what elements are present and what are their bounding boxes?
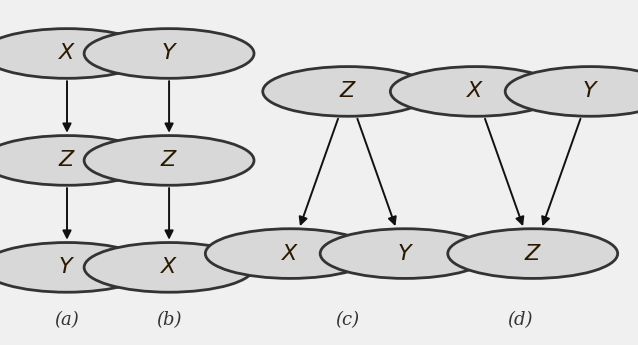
Text: $\mathit{Z}$: $\mathit{Z}$: [524, 243, 542, 265]
Text: $\mathit{Z}$: $\mathit{Z}$: [339, 80, 357, 102]
Text: $\mathit{X}$: $\mathit{X}$: [57, 42, 77, 65]
Text: $\mathit{X}$: $\mathit{X}$: [466, 80, 485, 102]
Ellipse shape: [0, 29, 152, 78]
Ellipse shape: [320, 229, 490, 278]
Text: (c): (c): [336, 312, 360, 329]
Text: $\mathit{Y}$: $\mathit{Y}$: [161, 42, 177, 65]
Text: (a): (a): [55, 312, 79, 329]
Text: (b): (b): [156, 312, 182, 329]
Ellipse shape: [205, 229, 375, 278]
Text: $\mathit{X}$: $\mathit{X}$: [160, 256, 179, 278]
Text: $\mathit{Z}$: $\mathit{Z}$: [58, 149, 76, 171]
Ellipse shape: [84, 29, 254, 78]
Text: $\mathit{Y}$: $\mathit{Y}$: [397, 243, 413, 265]
Ellipse shape: [390, 67, 560, 116]
Text: $\mathit{Z}$: $\mathit{Z}$: [160, 149, 178, 171]
Ellipse shape: [263, 67, 433, 116]
Text: (d): (d): [507, 312, 533, 329]
Ellipse shape: [84, 243, 254, 292]
Ellipse shape: [84, 136, 254, 185]
Text: $\mathit{Y}$: $\mathit{Y}$: [582, 80, 598, 102]
Ellipse shape: [0, 243, 152, 292]
Ellipse shape: [448, 229, 618, 278]
Ellipse shape: [505, 67, 638, 116]
Text: $\mathit{X}$: $\mathit{X}$: [281, 243, 300, 265]
Text: $\mathit{Y}$: $\mathit{Y}$: [59, 256, 75, 278]
Ellipse shape: [0, 136, 152, 185]
